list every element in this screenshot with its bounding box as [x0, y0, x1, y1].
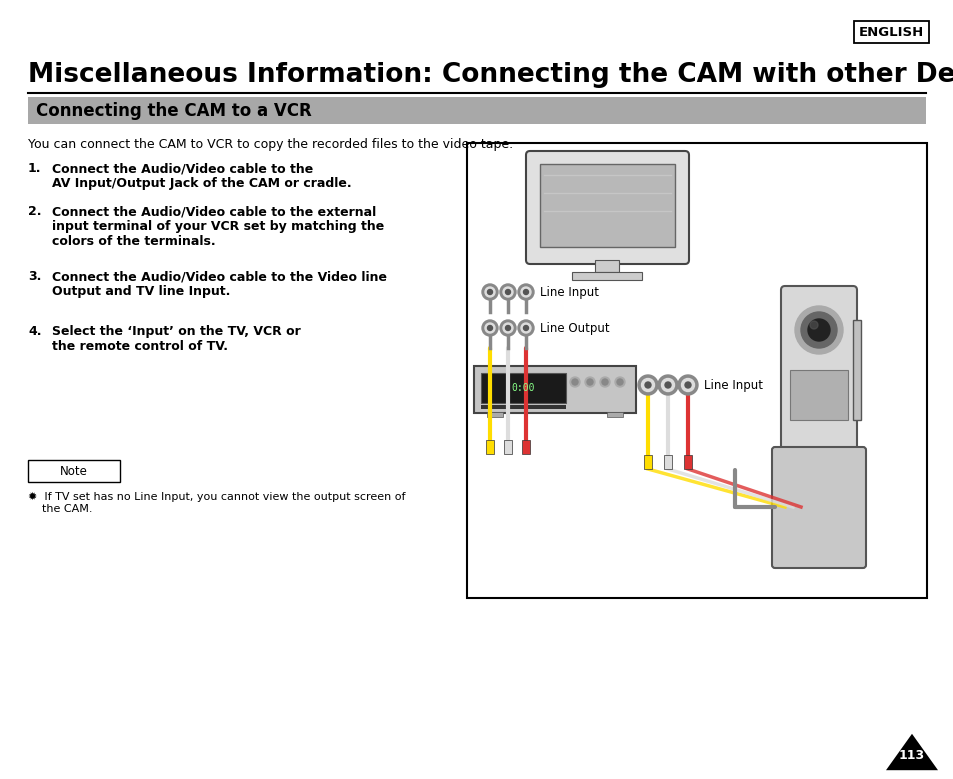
Circle shape	[794, 306, 842, 354]
Circle shape	[586, 379, 593, 385]
Circle shape	[569, 377, 579, 387]
Circle shape	[499, 320, 516, 336]
Circle shape	[502, 287, 513, 297]
Circle shape	[520, 323, 531, 333]
Circle shape	[644, 382, 650, 388]
Bar	[852, 320, 861, 420]
Bar	[595, 260, 618, 272]
Circle shape	[499, 284, 516, 300]
Circle shape	[599, 377, 609, 387]
Circle shape	[617, 379, 622, 385]
Text: Line Input: Line Input	[703, 379, 762, 392]
Text: ✹  If TV set has no Line Input, you cannot view the output screen of
    the CAM: ✹ If TV set has no Line Input, you canno…	[28, 492, 405, 514]
Text: Connect the Audio/Video cable to the
AV Input/Output Jack of the CAM or cradle.: Connect the Audio/Video cable to the AV …	[52, 162, 352, 190]
Text: ENGLISH: ENGLISH	[858, 26, 923, 38]
Bar	[480, 373, 565, 403]
Circle shape	[660, 379, 674, 392]
Text: Note: Note	[60, 464, 88, 478]
Text: Line Input: Line Input	[539, 285, 598, 298]
Circle shape	[572, 379, 578, 385]
Circle shape	[801, 312, 836, 348]
Text: 0:00: 0:00	[511, 383, 535, 393]
Circle shape	[807, 319, 829, 341]
Text: Select the ‘Input’ on the TV, VCR or
the remote control of TV.: Select the ‘Input’ on the TV, VCR or the…	[52, 325, 300, 353]
Bar	[480, 405, 565, 409]
Text: 4.: 4.	[28, 325, 42, 338]
Bar	[643, 455, 651, 469]
Circle shape	[487, 326, 492, 330]
Circle shape	[517, 320, 534, 336]
FancyBboxPatch shape	[525, 151, 688, 264]
Circle shape	[638, 375, 658, 395]
Circle shape	[584, 377, 595, 387]
Circle shape	[640, 379, 654, 392]
Bar	[789, 370, 847, 420]
Bar	[572, 272, 641, 280]
Bar	[606, 412, 622, 417]
Text: 3.: 3.	[28, 270, 41, 283]
Text: 113: 113	[898, 749, 924, 763]
Text: Line Output: Line Output	[539, 322, 609, 334]
Bar	[663, 455, 671, 469]
Text: 1.: 1.	[28, 162, 42, 175]
FancyBboxPatch shape	[771, 447, 865, 568]
Circle shape	[505, 326, 510, 330]
Circle shape	[523, 326, 528, 330]
Bar	[486, 412, 502, 417]
Text: You can connect the CAM to VCR to copy the recorded files to the video tape.: You can connect the CAM to VCR to copy t…	[28, 138, 513, 151]
Bar	[683, 455, 691, 469]
Circle shape	[664, 382, 670, 388]
Circle shape	[505, 290, 510, 294]
Text: Connect the Audio/Video cable to the Video line
Output and TV line Input.: Connect the Audio/Video cable to the Vid…	[52, 270, 387, 298]
Text: Connecting the CAM to a VCR: Connecting the CAM to a VCR	[36, 101, 312, 119]
FancyBboxPatch shape	[474, 366, 636, 413]
Text: 2.: 2.	[28, 205, 42, 218]
Circle shape	[484, 323, 495, 333]
Circle shape	[601, 379, 607, 385]
Circle shape	[678, 375, 698, 395]
Circle shape	[809, 321, 817, 329]
Circle shape	[487, 290, 492, 294]
Bar	[521, 440, 530, 454]
Circle shape	[484, 287, 495, 297]
Circle shape	[520, 287, 531, 297]
Bar	[485, 440, 494, 454]
Bar	[28, 97, 925, 124]
Bar	[539, 164, 675, 247]
Circle shape	[523, 290, 528, 294]
Circle shape	[684, 382, 690, 388]
Bar	[467, 143, 926, 598]
Text: Connect the Audio/Video cable to the external
input terminal of your VCR set by : Connect the Audio/Video cable to the ext…	[52, 205, 384, 248]
Circle shape	[481, 284, 497, 300]
Circle shape	[658, 375, 678, 395]
Bar	[28, 460, 120, 482]
FancyBboxPatch shape	[781, 286, 856, 464]
Circle shape	[517, 284, 534, 300]
Polygon shape	[885, 734, 937, 770]
Circle shape	[615, 377, 624, 387]
Bar	[503, 440, 512, 454]
Circle shape	[481, 320, 497, 336]
Circle shape	[680, 379, 694, 392]
Circle shape	[502, 323, 513, 333]
Text: Miscellaneous Information: Connecting the CAM with other Devices: Miscellaneous Information: Connecting th…	[28, 62, 953, 88]
